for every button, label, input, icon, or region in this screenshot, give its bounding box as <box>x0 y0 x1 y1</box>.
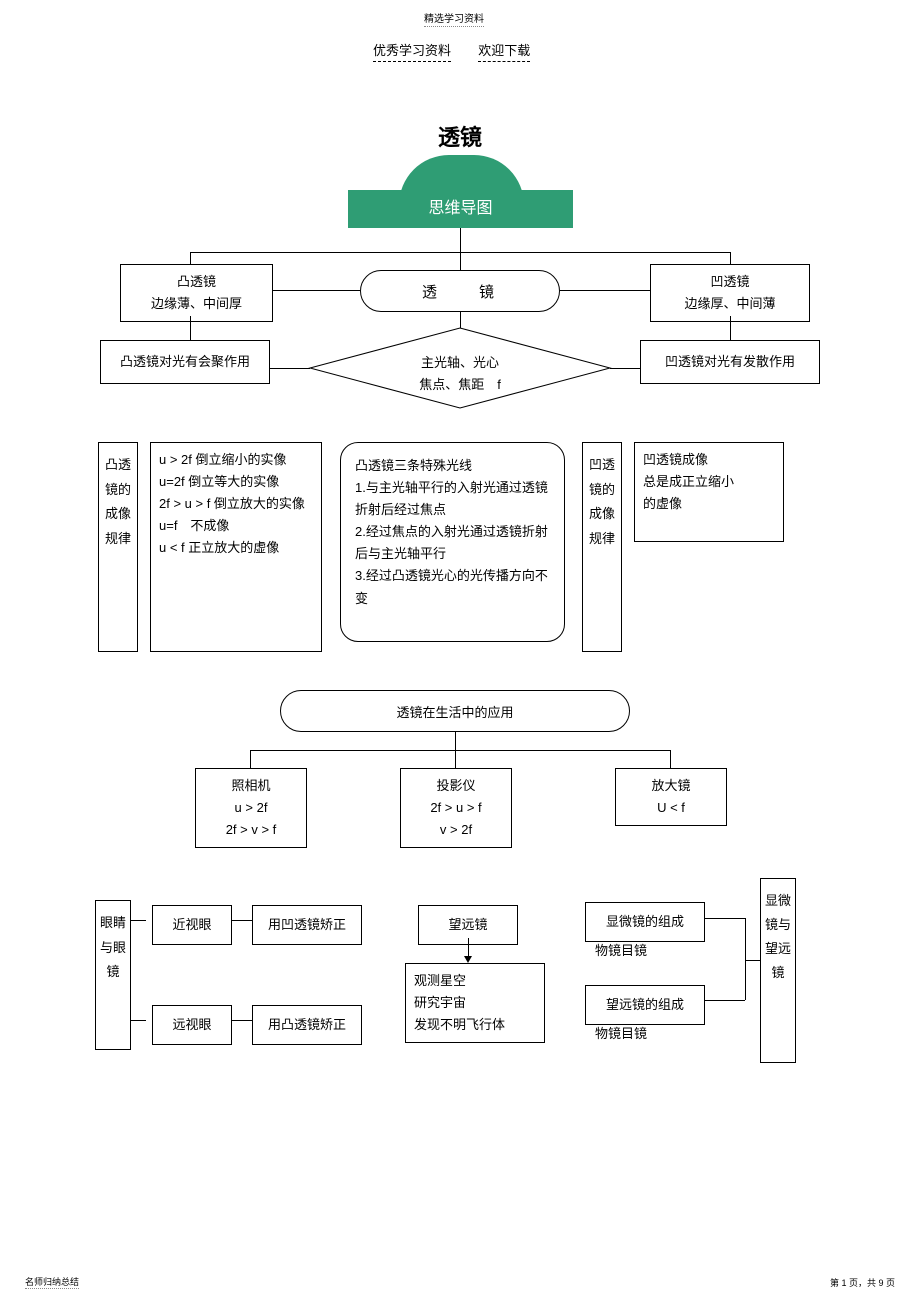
footer-left: 名师归纳总结 <box>25 1275 79 1289</box>
concave-rules-box: 凹透镜成像 总是成正立缩小 的虚像 <box>634 442 784 542</box>
convex-effect: 凸透镜对光有会聚作用 <box>100 340 270 384</box>
page-title: 透镜 <box>0 120 920 152</box>
concave-effect: 凹透镜对光有发散作用 <box>640 340 820 384</box>
telescope-parts: 物镜目镜 <box>595 1023 647 1042</box>
mindmap-label: 思维导图 <box>348 190 573 228</box>
eyes-title-box: 眼睛与眼镜 <box>95 900 131 1050</box>
hyperopia-fix-box: 用凸透镜矫正 <box>252 1005 362 1045</box>
diamond-label: 主光轴、光心 焦点、焦距 f <box>380 352 540 396</box>
convex-name: 凸透镜 <box>129 271 264 293</box>
camera-box: 照相机 u > 2f 2f > v > f <box>195 768 307 848</box>
header-top: 精选学习资料 <box>424 10 484 27</box>
header-line2: 优秀学习资料 欢迎下载 <box>373 40 530 62</box>
convex-desc: 边缘薄、中间厚 <box>129 293 264 315</box>
concave-desc: 边缘厚、中间薄 <box>659 293 801 315</box>
telescope-uses-box: 观测星空 研究宇宙 发现不明飞行体 <box>405 963 545 1043</box>
page: 精选学习资料 优秀学习资料 欢迎下载 透镜 思维导图 凸透镜 边缘薄、中间厚 凹… <box>0 0 920 1303</box>
convex-def-box: 凸透镜 边缘薄、中间厚 <box>120 264 273 322</box>
microscope-comp-box: 显微镜的组成 <box>585 902 705 942</box>
microscope-parts: 物镜目镜 <box>595 940 647 959</box>
concave-def-box: 凹透镜 边缘厚、中间薄 <box>650 264 810 322</box>
concave-rules-title-box: 凹透镜的成像规律 <box>582 442 622 652</box>
convex-rules-box: u > 2f 倒立缩小的实像 u=2f 倒立等大的实像 2f > u > f 倒… <box>150 442 322 652</box>
scopes-title-box: 显微镜与望远镜 <box>760 878 796 1063</box>
applications-title: 透镜在生活中的应用 <box>280 690 630 732</box>
footer-right: 第 1 页，共 9 页 <box>830 1276 895 1289</box>
myopia-box: 近视眼 <box>152 905 232 945</box>
telescope-comp-box: 望远镜的组成 <box>585 985 705 1025</box>
myopia-fix-box: 用凹透镜矫正 <box>252 905 362 945</box>
magnifier-box: 放大镜 U < f <box>615 768 727 826</box>
lens-center-oval: 透 镜 <box>360 270 560 312</box>
special-rays-box: 凸透镜三条特殊光线 1.与主光轴平行的入射光通过透镜折射后经过焦点 2.经过焦点… <box>340 442 565 642</box>
concave-name: 凹透镜 <box>659 271 801 293</box>
convex-rules-title-box: 凸透镜的成像规律 <box>98 442 138 652</box>
projector-box: 投影仪 2f > u > f v > 2f <box>400 768 512 848</box>
hyperopia-box: 远视眼 <box>152 1005 232 1045</box>
